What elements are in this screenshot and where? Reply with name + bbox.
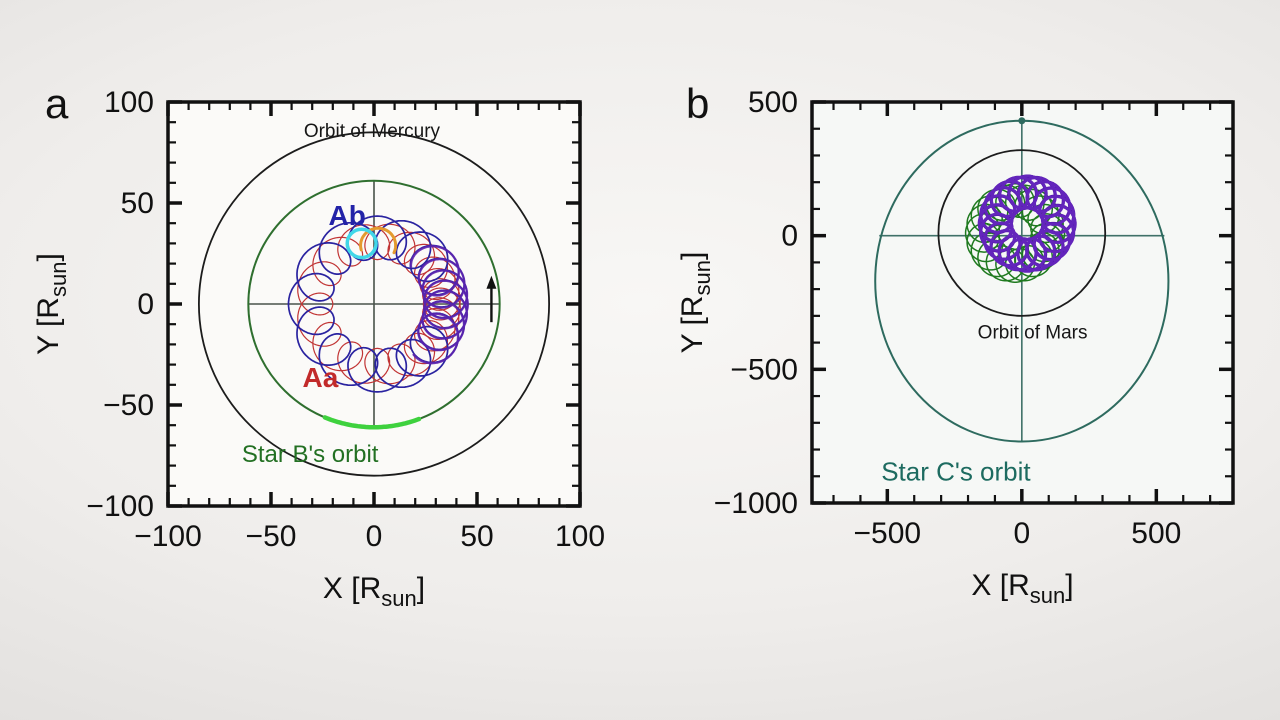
ab-orbit-dense-overlay	[409, 245, 469, 365]
aa-highlight-orange-arc	[359, 226, 398, 255]
y-tick-label: 500	[748, 86, 798, 119]
y-tick-label: −500	[730, 353, 798, 386]
x-tick-label: −100	[134, 520, 202, 553]
inner-pair-orbit-pattern-2	[978, 174, 1077, 273]
x-axis-title-a: X [Rsun]	[323, 572, 425, 611]
y-tick-label: 0	[137, 288, 154, 321]
x-tick-label: 50	[460, 520, 493, 553]
y-axis-title-b: Y [Rsun]	[676, 252, 715, 354]
panel-letter-b: b	[686, 80, 709, 127]
y-tick-label: 0	[781, 220, 798, 253]
annotation-star-b-s-orbit: Star B's orbit	[242, 441, 379, 468]
annotation-aa: Aa	[303, 362, 339, 393]
arrow-head	[486, 275, 497, 289]
x-axis-title-b: X [Rsun]	[971, 569, 1073, 608]
mars-orbit-circle	[937, 149, 1107, 317]
x-tick-label: 100	[555, 520, 605, 553]
annotation-orbit-of-mercury: Orbit of Mercury	[304, 121, 441, 142]
ab-highlight-cyan-circle	[345, 227, 378, 260]
panel-letter-a: a	[45, 80, 69, 127]
motion-direction-arrow	[486, 275, 497, 323]
y-tick-label: 50	[121, 187, 154, 220]
y-tick-label: −100	[86, 490, 154, 523]
star-c-apex-dot	[1018, 117, 1026, 125]
panel-a: −100 −50 0 50 100 100 50 0 −50 −100 X [Rsun] Y [Rsu…	[32, 80, 605, 611]
star-b-bright-green-arc	[322, 415, 422, 430]
x-tick-label: −500	[854, 517, 922, 550]
annotation-orbit-of-mars: Orbit of Mars	[978, 323, 1088, 344]
annotation-star-c-s-orbit: Star C's orbit	[881, 456, 1031, 486]
x-tick-label: −50	[246, 520, 297, 553]
y-tick-label: −1000	[714, 487, 798, 520]
annotation-ab: Ab	[329, 200, 366, 231]
y-tick-label: 100	[104, 86, 154, 119]
y-axis-title-a: Y [Rsun]	[32, 253, 71, 355]
panel-b: −500 0 500 500 0 −500 −1000 X [Rsun] Y [Rsun] b Or…	[676, 80, 1235, 608]
x-tick-label: 0	[1013, 517, 1030, 550]
y-tick-label: −50	[103, 389, 154, 422]
mercury-orbit-circle	[197, 131, 551, 477]
x-tick-label: 0	[366, 520, 383, 553]
x-tick-label: 500	[1131, 517, 1181, 550]
